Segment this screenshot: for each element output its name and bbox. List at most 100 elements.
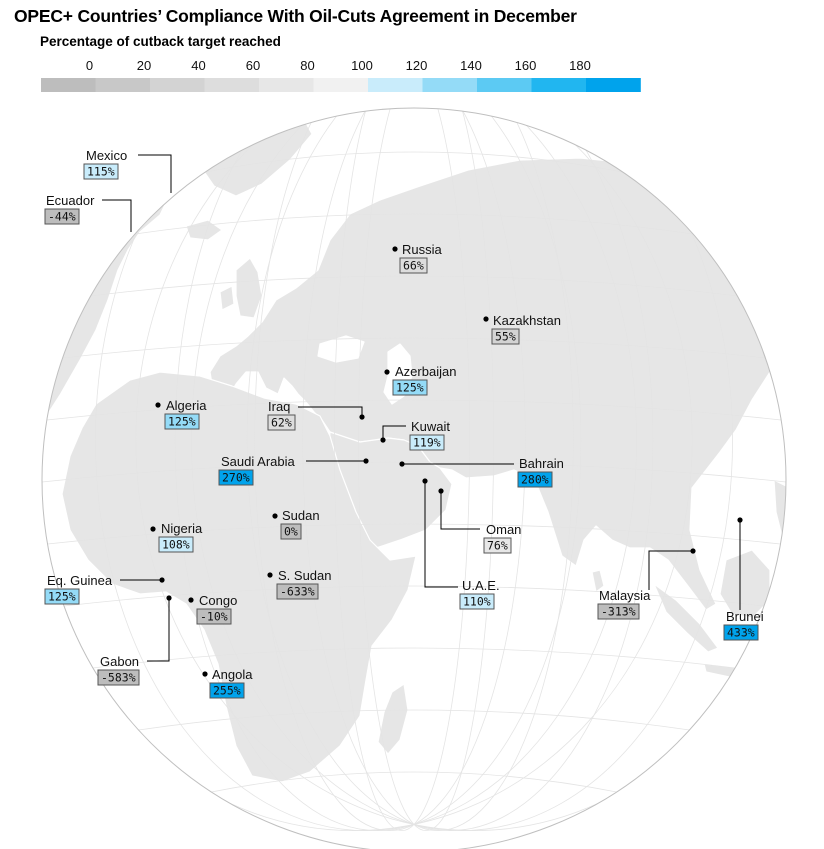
landmass-madagascar: [377, 683, 409, 755]
label-azerbaijan: Azerbaijan 125%: [392, 364, 456, 396]
legend-swatch: [150, 78, 205, 92]
parallel-line: [205, 151, 623, 173]
label-eq-guinea: Eq. Guinea 125%: [44, 573, 113, 605]
country-name: Malaysia: [599, 588, 651, 603]
country-name: Ecuador: [46, 193, 95, 208]
graticule-lines: [42, 108, 786, 832]
parallel-line: [46, 399, 782, 421]
value-box: [280, 523, 302, 540]
country-name: Gabon: [100, 654, 139, 669]
chart-title: OPEC+ Countries’ Compliance With Oil-Cut…: [14, 6, 577, 26]
leader-mexico: [138, 154, 172, 193]
value-box: [517, 471, 553, 488]
legend-swatch: [531, 78, 587, 92]
value-text: 0%: [284, 525, 298, 539]
value-text: 76%: [487, 539, 508, 553]
landmass-borneo: [719, 549, 771, 619]
marker-russia: [392, 246, 398, 252]
legend-swatch: [368, 78, 423, 92]
value-text: -44%: [48, 210, 76, 224]
marker-malaysia: [690, 548, 696, 554]
landmass-africa: [61, 371, 417, 783]
legend-swatch: [204, 78, 260, 92]
legend-scale: 0 20 40 60 80 100 120 140 160 180: [41, 58, 641, 92]
legend-tick: 0: [86, 58, 93, 73]
value-text: 66%: [403, 259, 424, 273]
value-text: 433%: [727, 626, 755, 640]
value-text: 255%: [213, 684, 241, 698]
location-markers: [150, 246, 743, 677]
legend-tick: 120: [406, 58, 428, 73]
value-box: [209, 682, 245, 699]
label-gabon: Gabon -583%: [97, 654, 140, 686]
legend-swatch: [586, 78, 641, 92]
legend-tick: 100: [351, 58, 373, 73]
value-text: 108%: [162, 538, 190, 552]
meridian-line: [95, 108, 637, 832]
value-text: 280%: [521, 473, 549, 487]
landmass-iceland: [185, 219, 223, 241]
parallel-line: [62, 337, 766, 359]
label-kuwait: Kuwait 119%: [409, 419, 450, 451]
country-name: Algeria: [166, 398, 207, 413]
label-algeria: Algeria 125%: [164, 398, 207, 430]
marker-ssudan: [267, 572, 273, 578]
label-iraq: Iraq 62%: [267, 399, 296, 431]
chart-subtitle: Percentage of cutback target reached: [40, 34, 281, 49]
country-name: Kuwait: [411, 419, 450, 434]
country-name: Iraq: [268, 399, 290, 414]
landmass-srilanka: [591, 569, 605, 593]
parallel-line: [90, 275, 738, 297]
legend-swatch: [477, 78, 532, 92]
value-box: [483, 537, 512, 554]
legend-swatch: [95, 78, 151, 92]
value-box: [267, 414, 296, 431]
marker-nigeria: [150, 526, 156, 532]
leader-iraq: [298, 406, 363, 417]
country-name: Azerbaijan: [395, 364, 456, 379]
parallel-line: [375, 108, 453, 111]
country-name: Eq. Guinea: [47, 573, 113, 588]
value-box: [276, 583, 319, 600]
legend-swatch: [313, 78, 369, 92]
legend-swatch: [259, 78, 314, 92]
land-masses: [42, 111, 786, 783]
label-bahrain: Bahrain 280%: [517, 456, 564, 488]
value-box: [44, 208, 80, 225]
label-sudan: Sudan 0%: [280, 508, 320, 540]
marker-bahrain: [399, 461, 405, 467]
label-brunei: Brunei 433%: [723, 609, 764, 641]
value-text: 125%: [168, 415, 196, 429]
value-text: 115%: [87, 165, 115, 179]
country-name: Nigeria: [161, 521, 203, 536]
label-kazakhstan: Kazakhstan 55%: [491, 313, 561, 345]
value-box: [723, 624, 759, 641]
value-text: -313%: [601, 605, 636, 619]
parallel-line: [63, 585, 765, 607]
leader-ecuador: [102, 199, 132, 232]
value-text: -633%: [280, 585, 315, 599]
parallel-line: [92, 647, 736, 669]
parallel-line: [42, 461, 786, 483]
legend-tick: 160: [515, 58, 537, 73]
marker-uae: [422, 478, 428, 484]
label-russia: Russia 66%: [399, 242, 443, 274]
country-name: Sudan: [282, 508, 320, 523]
label-s-sudan: S. Sudan -633%: [276, 568, 332, 600]
value-box: [409, 434, 445, 451]
value-box: [491, 328, 520, 345]
label-nigeria: Nigeria 108%: [158, 521, 203, 553]
country-labels: Mexico 115% Ecuador -44% Russia 66% Kazakhstan…: [44, 148, 764, 699]
globe-content: [42, 108, 786, 832]
landmass-britain: [235, 257, 263, 319]
leader-lines: [102, 154, 741, 662]
value-box: [97, 669, 140, 686]
label-ecuador: Ecuador -44%: [44, 193, 95, 225]
country-name: Mexico: [86, 148, 127, 163]
legend-swatch: [41, 78, 96, 92]
leader-uae: [424, 481, 458, 588]
country-name: Saudi Arabia: [221, 454, 295, 469]
label-malaysia: Malaysia -313%: [597, 588, 651, 620]
meridian-line: [174, 108, 582, 832]
landmass-sumatra: [653, 583, 719, 653]
